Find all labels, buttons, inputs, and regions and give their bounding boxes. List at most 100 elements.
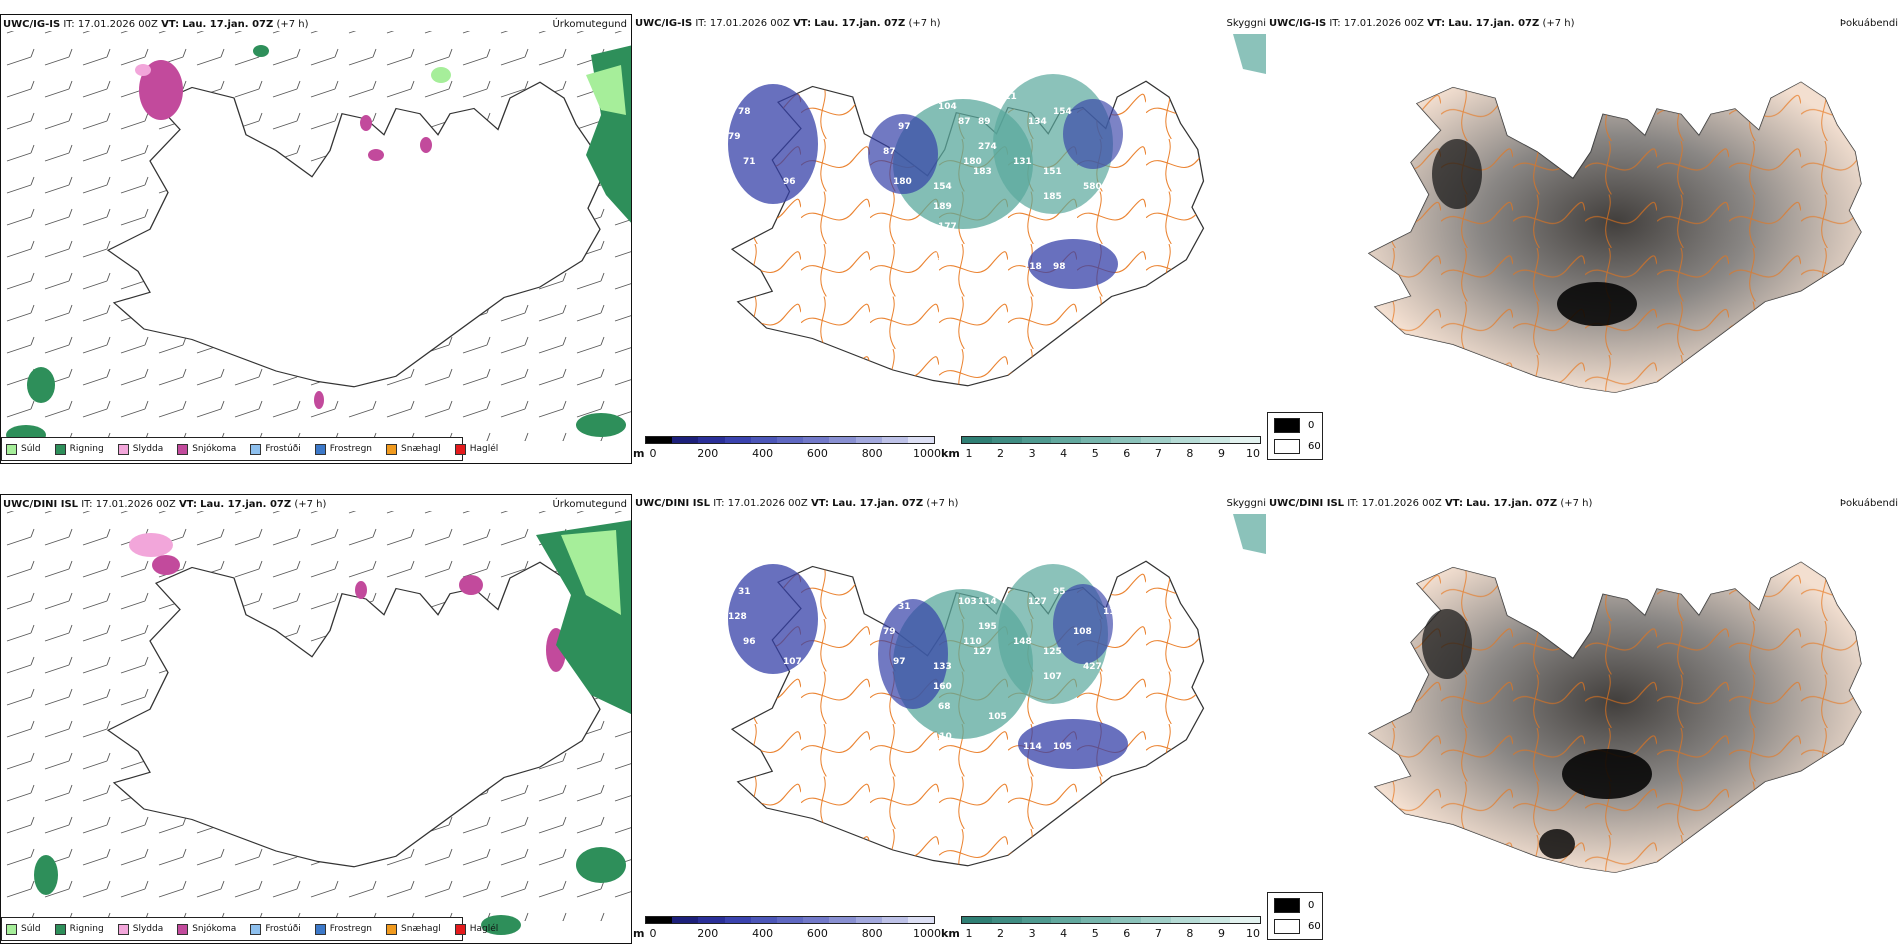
ceiling-value-label: 108 <box>1018 547 1037 557</box>
panel-header: UWC/IG-IS IT: 17.01.2026 00Z VT: Lau. 17… <box>3 19 309 30</box>
ceiling-value-label: 31 <box>848 397 861 407</box>
colorbar-tick: 400 <box>752 447 774 460</box>
colorbar-tick: 9 <box>1217 927 1225 940</box>
visibility-unit: km <box>941 447 960 460</box>
colorbar-tick: 7 <box>1154 447 1162 460</box>
snow-area <box>139 60 183 120</box>
colorbar-tick: 2 <box>997 447 1005 460</box>
ceiling-vis-map-bottom: UWC/DINI ISL IT: 17.01.2026 00Z VT: Lau.… <box>633 494 1266 944</box>
ceiling-value-label: 109 <box>1043 777 1062 787</box>
ceiling-value-label: 127 <box>973 647 992 657</box>
legend-frostregn: Frostregn <box>314 443 372 455</box>
legend-snaehagl: Snæhagl <box>386 443 441 455</box>
ceiling-value-label: 189 <box>933 202 952 212</box>
ceiling-value-label: 580 <box>1083 182 1102 192</box>
ceiling-value-label: 125 <box>1043 647 1062 657</box>
ceiling-value-label: 101 <box>1043 297 1062 307</box>
ceiling-value-label: 180 <box>893 177 912 187</box>
ceiling-value-label: 68 <box>938 702 951 712</box>
colorbar-tick: 4 <box>1060 447 1068 460</box>
ceiling-value-label: 89 <box>978 117 991 127</box>
visibility-colorbar: km 1 2 3 4 5 6 7 8 9 10 <box>941 916 1266 944</box>
precip-legend: Súld Rigning Slydda Snjókoma Frostúði Fr… <box>1 917 498 941</box>
precip-type-map-bottom: UWC/DINI ISL IT: 17.01.2026 00Z VT: Lau.… <box>0 494 632 944</box>
colorbar-tick: 10 <box>1246 927 1260 940</box>
precip-map-label: Úrkomutegund <box>552 499 627 510</box>
fog-map-canvas <box>1368 561 1862 874</box>
ceiling-value-label: 71 <box>743 157 756 167</box>
ceiling-value-label: 427 <box>1083 662 1102 672</box>
ceiling-value-label: 97 <box>893 657 906 667</box>
ceiling-value-label: 78 <box>738 107 751 117</box>
colorbar-tick: 1 <box>965 447 973 460</box>
legend-frostudi: Frostúði <box>250 443 301 455</box>
precip-map-label: Úrkomutegund <box>552 19 627 30</box>
drizzle-area <box>586 65 626 115</box>
ceiling-value-label: 160 <box>933 682 952 692</box>
legend-slydda: Slydda <box>117 443 163 455</box>
ceiling-unit: m <box>633 447 645 460</box>
fog-map-label: Þokuábendi <box>1839 498 1898 509</box>
ceiling-value-label: 114 <box>1023 742 1042 752</box>
colorbar-tick: 800 <box>861 927 883 940</box>
precip-map-canvas <box>1 511 631 935</box>
dense-fog-area <box>1557 282 1637 326</box>
panel-header: UWC/DINI ISL IT: 17.01.2026 00Z VT: Lau.… <box>635 498 959 509</box>
ceiling-value-label: 107 <box>1043 672 1062 682</box>
colorbar-tick: 2 <box>997 927 1005 940</box>
ceiling-value-label: 105 <box>988 712 1007 722</box>
ceiling-value-label: 107 <box>783 657 802 667</box>
ceiling-value-label: 97 <box>898 122 911 132</box>
colorbar-tick: 7 <box>1154 927 1162 940</box>
ceiling-value-label: 54 <box>1018 67 1031 77</box>
ceiling-value-label: 129 <box>938 582 957 592</box>
colorbar-tick: 8 <box>1186 447 1194 460</box>
colorbar-tick: 8 <box>1186 927 1194 940</box>
colorbar-tick: 600 <box>806 927 828 940</box>
ceiling-value-label: 133 <box>933 662 952 672</box>
panel-header: UWC/IG-IS IT: 17.01.2026 00Z VT: Lau. 17… <box>635 18 941 29</box>
colorbar-tick: 5 <box>1091 447 1099 460</box>
colorbar-tick: 800 <box>861 447 883 460</box>
ceiling-value-label: 89 <box>723 557 736 567</box>
ceiling-value-label: 67 <box>998 572 1011 582</box>
ceiling-value-label: 113 <box>833 577 852 587</box>
precip-type-map-top: UWC/IG-IS IT: 17.01.2026 00Z VT: Lau. 17… <box>0 14 632 464</box>
low-ceiling-area <box>728 84 818 204</box>
panel-header: UWC/DINI ISL IT: 17.01.2026 00Z VT: Lau.… <box>1269 498 1593 509</box>
visibility-map-label: Skyggni <box>1226 498 1266 509</box>
ceiling-colorbar: m 0 200 400 600 800 1000 <box>633 436 941 464</box>
ceiling-value-label: 154 <box>933 182 952 192</box>
ceiling-value-label: 195 <box>978 622 997 632</box>
ceiling-value-label: 154 <box>1053 107 1072 117</box>
colorbar-tick: 600 <box>806 447 828 460</box>
ceiling-value-label: 148 <box>1013 637 1032 647</box>
colorbar-tick: 0 <box>649 447 657 460</box>
ceiling-value-label: 87 <box>883 147 896 157</box>
ceiling-value-label: 127 <box>1028 597 1047 607</box>
sleet-area <box>135 64 151 76</box>
ceiling-value-label: 114 <box>978 597 997 607</box>
legend-haglel: Haglél <box>454 443 498 455</box>
colorbar-tick: 9 <box>1217 447 1225 460</box>
colorbar-tick: 0 <box>649 927 657 940</box>
ceiling-value-label: 180 <box>963 157 982 167</box>
ceiling-value-label: 110 <box>963 637 982 647</box>
colorbar-tick: 1000 <box>913 927 941 940</box>
colorbar-tick: 200 <box>697 927 719 940</box>
ceiling-value-label: 185 <box>1043 192 1062 202</box>
colorbar-tick: 3 <box>1028 927 1036 940</box>
ceiling-value-label: 129 <box>848 877 867 887</box>
ceiling-value-label: 96 <box>783 177 796 187</box>
panel-header: UWC/IG-IS IT: 17.01.2026 00Z VT: Lau. 17… <box>1269 18 1575 29</box>
ceiling-value-label: 106 <box>998 292 1017 302</box>
ceiling-value-label: 118 <box>1023 262 1042 272</box>
ceiling-value-label: 128 <box>728 612 747 622</box>
fog-legend-top: 0 60 <box>1267 412 1323 460</box>
legend-rigning: Rigning <box>54 443 104 455</box>
ceiling-value-label: 180 <box>883 97 902 107</box>
colorbar-tick: 5 <box>1091 927 1099 940</box>
